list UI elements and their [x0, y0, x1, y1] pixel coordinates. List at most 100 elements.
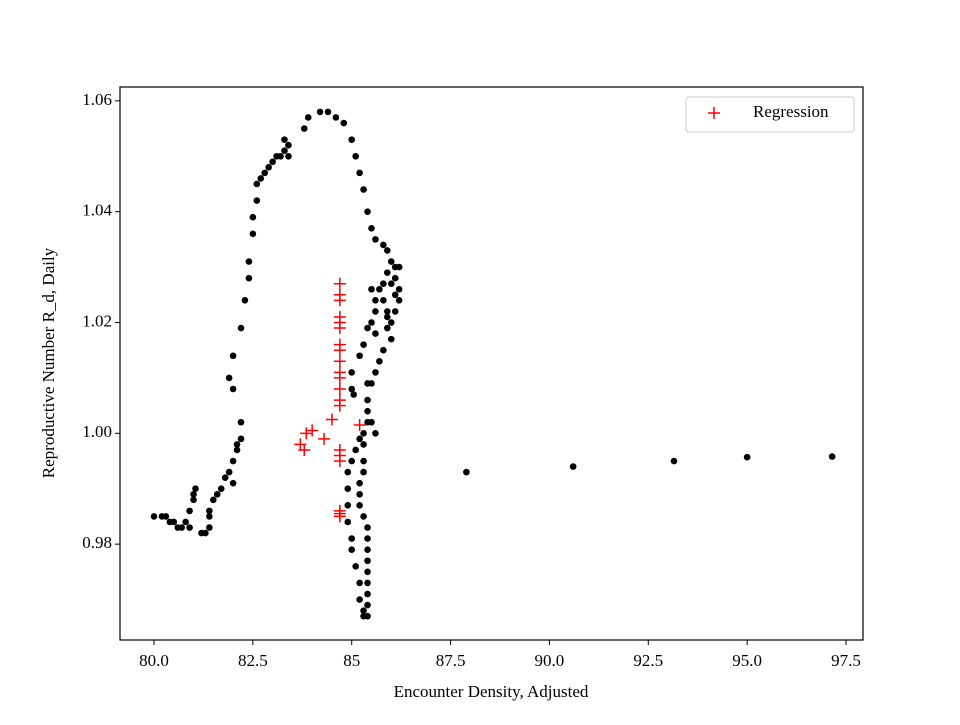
point	[391, 274, 399, 282]
point	[333, 455, 346, 468]
point	[360, 612, 367, 620]
point	[368, 285, 375, 293]
point	[265, 164, 272, 171]
y-tick-label: 1.00	[82, 422, 112, 441]
point	[162, 513, 170, 520]
point	[352, 563, 359, 570]
point	[348, 385, 356, 393]
point	[325, 413, 338, 426]
point	[364, 324, 371, 332]
point	[332, 114, 340, 121]
point	[333, 344, 346, 357]
point	[277, 152, 284, 160]
point	[192, 485, 199, 493]
point	[285, 152, 292, 160]
x-tick-label: 97.5	[831, 651, 861, 670]
point	[360, 430, 367, 437]
point	[395, 297, 403, 304]
point	[352, 446, 359, 454]
point	[261, 169, 269, 177]
point	[376, 357, 383, 365]
point	[281, 147, 288, 155]
point	[387, 258, 395, 265]
x-tick-label: 95.0	[732, 651, 762, 670]
x-tick-label: 90.0	[535, 651, 565, 670]
point	[340, 119, 348, 127]
point	[356, 435, 363, 443]
x-axis-label: Encounter Density, Adjusted	[394, 682, 589, 701]
point	[182, 518, 189, 526]
point	[356, 490, 363, 498]
point	[569, 463, 577, 470]
x-tick-label: 80.0	[139, 651, 169, 670]
point	[213, 490, 221, 498]
x-tick-label: 85	[343, 651, 360, 670]
point	[743, 453, 751, 461]
point	[237, 324, 245, 332]
point	[318, 432, 331, 445]
point	[285, 141, 292, 149]
point	[391, 308, 399, 315]
point	[395, 263, 403, 271]
point	[348, 457, 356, 465]
point	[333, 399, 346, 412]
point	[368, 224, 375, 232]
legend-marker	[708, 107, 720, 119]
point	[298, 443, 311, 456]
point	[384, 324, 391, 332]
point	[348, 136, 356, 143]
point	[353, 419, 366, 432]
y-axis-label: Reproductive Number R_d, Daily	[39, 247, 58, 478]
point	[300, 427, 313, 440]
point	[229, 352, 237, 360]
point	[344, 518, 352, 526]
y-tick-label: 1.02	[82, 311, 112, 330]
point	[670, 457, 678, 465]
point	[372, 297, 379, 304]
point	[348, 369, 356, 376]
point	[372, 430, 379, 437]
point	[300, 125, 308, 132]
point	[217, 485, 225, 493]
point	[348, 546, 356, 553]
point	[356, 502, 363, 509]
point	[316, 108, 324, 116]
point	[380, 280, 387, 288]
point	[364, 601, 371, 609]
point	[190, 490, 197, 498]
point	[233, 446, 241, 454]
point	[360, 513, 367, 520]
point	[333, 322, 346, 335]
point	[190, 496, 197, 504]
point	[350, 391, 357, 398]
point	[206, 524, 213, 531]
point	[233, 441, 241, 448]
point	[368, 319, 375, 326]
point	[364, 208, 371, 215]
point	[360, 441, 367, 448]
point	[245, 258, 253, 265]
legend-box	[685, 96, 855, 133]
point	[828, 453, 836, 460]
point	[360, 186, 367, 193]
legend-label: Regression	[753, 102, 829, 121]
point	[333, 355, 346, 368]
point	[221, 474, 229, 481]
point	[387, 319, 395, 326]
y-tick-label: 0.98	[82, 533, 112, 552]
point	[237, 418, 245, 426]
point	[364, 590, 371, 598]
point	[237, 435, 245, 443]
point	[368, 418, 375, 426]
point	[380, 346, 387, 354]
point	[360, 341, 367, 348]
point	[364, 535, 371, 542]
point	[210, 496, 217, 504]
point	[333, 294, 346, 307]
point	[253, 197, 261, 204]
point	[304, 114, 312, 121]
point	[364, 579, 371, 587]
point	[206, 507, 213, 515]
point	[229, 457, 237, 465]
